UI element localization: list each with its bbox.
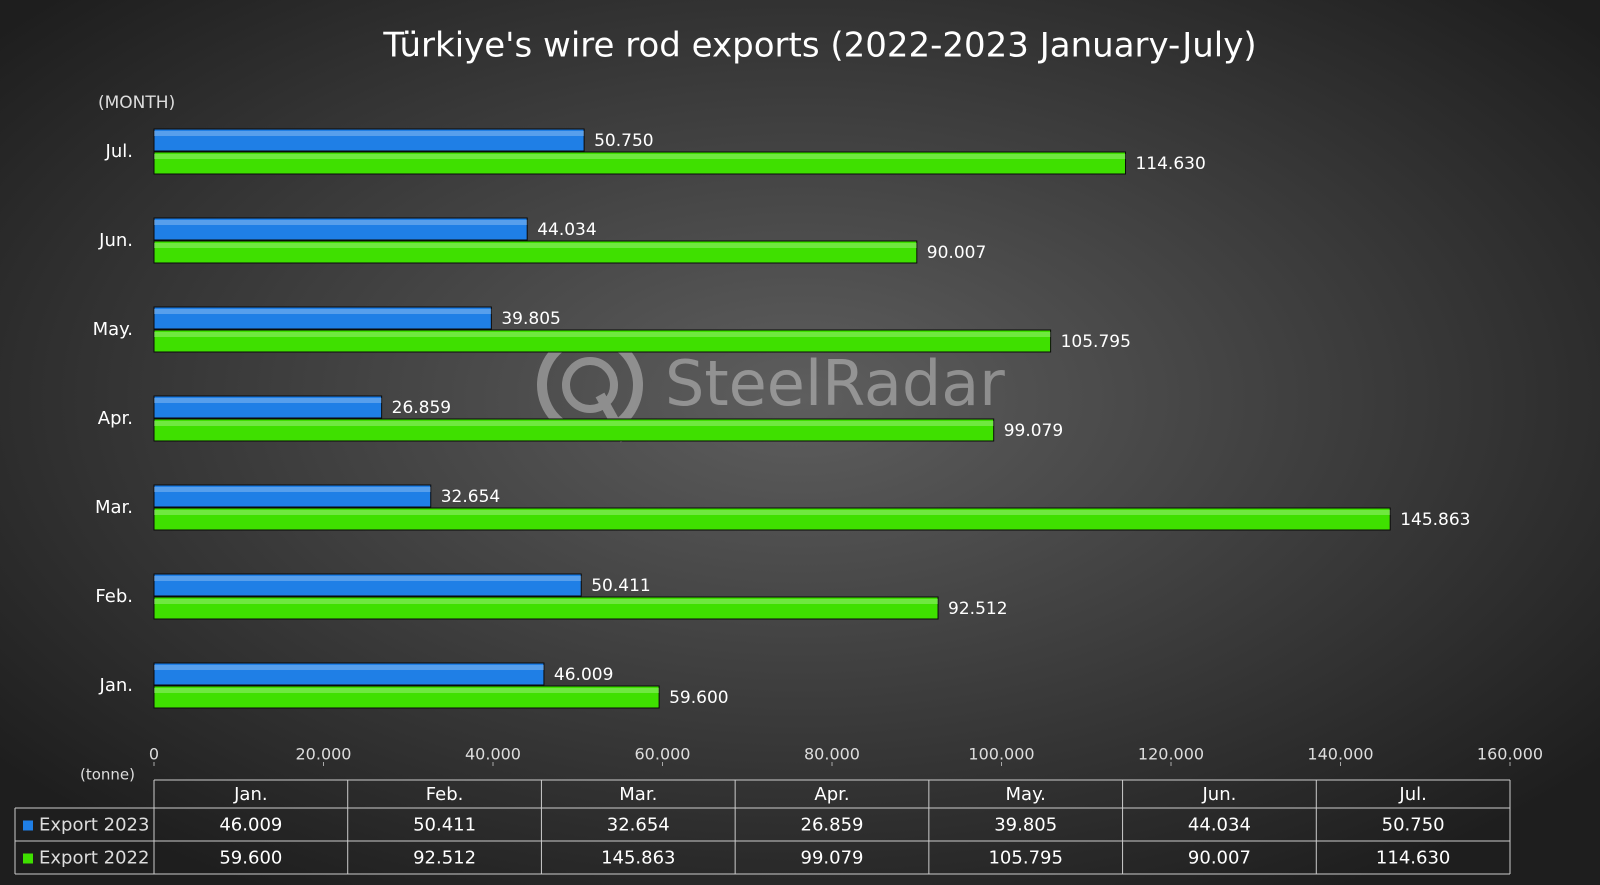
bar: [153, 573, 582, 597]
data-label: 32.654: [441, 487, 500, 507]
bar-highlight: [154, 688, 660, 693]
legend-swatch: [23, 820, 33, 831]
table-cell: 26.859: [801, 815, 864, 836]
x-tick-label: 160.000: [1477, 745, 1543, 764]
data-label: 50.750: [594, 131, 653, 151]
x-tick-label: 120.000: [1138, 745, 1204, 764]
y-tick-label: Jul.: [105, 141, 133, 162]
data-label: 39.805: [501, 309, 560, 329]
x-tick-label: 20.000: [296, 745, 352, 764]
table-cell: 39.805: [994, 815, 1057, 836]
table-cell: 59.600: [219, 848, 282, 869]
bar-highlight: [154, 309, 492, 314]
table-header: Jan.: [233, 784, 267, 805]
data-label: 46.009: [554, 665, 613, 685]
y-axis-label: (MONTH): [98, 93, 175, 113]
table-cell: 99.079: [801, 848, 864, 869]
table-cell: 44.034: [1188, 815, 1251, 836]
bar-highlight: [154, 398, 382, 403]
data-label: 26.859: [392, 398, 451, 418]
data-label: 99.079: [1004, 421, 1063, 441]
x-tick-label: 0: [149, 745, 159, 764]
table-cell: 90.007: [1188, 848, 1251, 869]
table-header: Jul.: [1398, 784, 1426, 805]
bar: [153, 240, 918, 264]
table-header: Jun.: [1201, 784, 1236, 805]
data-label: 92.512: [948, 599, 1007, 619]
y-tick-label: Feb.: [95, 586, 133, 607]
y-tick-label: Mar.: [95, 497, 133, 518]
bar-highlight: [154, 510, 1391, 515]
bar-highlight: [154, 332, 1051, 337]
bar-highlight: [154, 154, 1126, 159]
bar: [153, 507, 1391, 531]
x-tick-label: 60.000: [635, 745, 691, 764]
table-header: Mar.: [619, 784, 657, 805]
table-cell: 105.795: [988, 848, 1062, 869]
bar-highlight: [154, 665, 544, 670]
data-label: 59.600: [669, 688, 728, 708]
bar: [153, 217, 528, 241]
bar: [153, 662, 545, 686]
bar-highlight: [154, 220, 528, 225]
x-tick-label: 40.000: [465, 745, 521, 764]
bar: [153, 128, 585, 152]
table-cell: 50.750: [1382, 815, 1445, 836]
x-tick-label: 100.000: [968, 745, 1034, 764]
data-label: 50.411: [591, 576, 650, 596]
data-label: 90.007: [927, 243, 986, 263]
x-tick-label: 80.000: [804, 745, 860, 764]
table-cell: 92.512: [413, 848, 476, 869]
y-tick-label: Jan.: [99, 675, 133, 696]
table-cell: 114.630: [1376, 848, 1450, 869]
bar: [153, 395, 383, 419]
y-tick-label: Jun.: [98, 230, 133, 251]
table-cell: 50.411: [413, 815, 476, 836]
legend-swatch: [23, 853, 33, 864]
y-tick-label: Apr.: [98, 408, 133, 429]
legend-label: Export 2022: [39, 848, 149, 869]
data-label: 105.795: [1061, 332, 1131, 352]
bar-highlight: [154, 487, 431, 492]
bar-highlight: [154, 576, 582, 581]
table-header: Apr.: [814, 784, 849, 805]
bar: [153, 306, 492, 330]
bar-highlight: [154, 243, 917, 248]
table-cell: 145.863: [601, 848, 675, 869]
x-tick-label: 140.000: [1307, 745, 1373, 764]
bar: [153, 596, 939, 620]
bar-highlight: [154, 131, 585, 136]
bar-highlight: [154, 599, 939, 604]
table-cell: 32.654: [607, 815, 670, 836]
x-axis-label: (tonne): [80, 766, 135, 784]
chart-title: Türkiye's wire rod exports (2022-2023 Ja…: [382, 26, 1256, 66]
y-tick-label: May.: [93, 319, 133, 340]
table-header: May.: [1006, 784, 1046, 805]
table-cell: 46.009: [219, 815, 282, 836]
bar: [153, 685, 660, 709]
data-label: 145.863: [1400, 510, 1470, 530]
data-label: 44.034: [537, 220, 596, 240]
bar: [153, 418, 995, 442]
bar: [153, 329, 1052, 353]
bar-highlight: [154, 421, 994, 426]
data-label: 114.630: [1135, 154, 1205, 174]
bar: [153, 151, 1126, 175]
table-header: Feb.: [426, 784, 464, 805]
watermark: SteelRadar: [665, 347, 1005, 420]
bar: [153, 484, 432, 508]
legend-label: Export 2023: [39, 815, 149, 836]
